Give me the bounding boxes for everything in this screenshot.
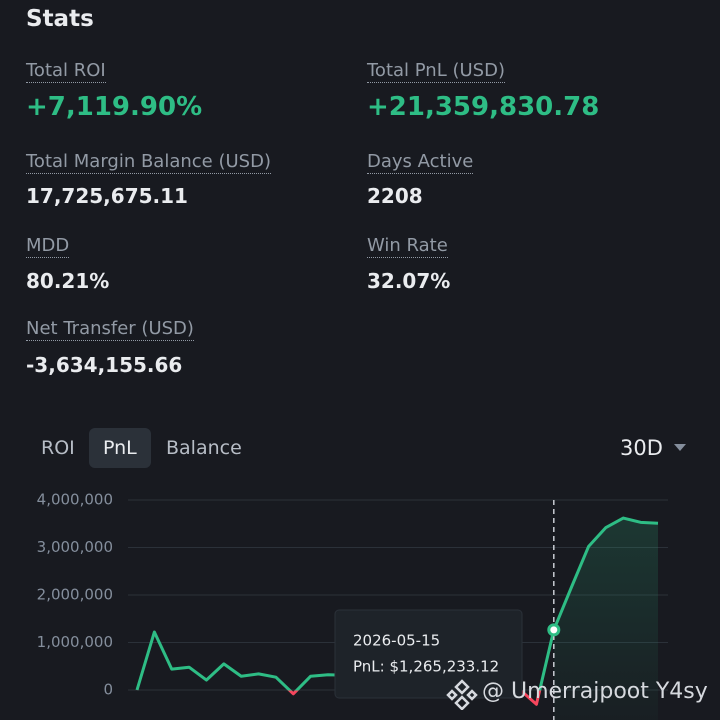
tab-active[interactable]: PnL	[89, 428, 151, 468]
chart: 0 1,000,000 2,000,000 3,000,000 4,000,000 202…	[37, 491, 668, 720]
tooltip-value: PnL: $1,265,233.12	[353, 658, 499, 676]
dropdown-arrow[interactable]	[674, 444, 686, 452]
stat-label[interactable]: Win Rate	[367, 235, 448, 258]
y-tick-label: 0	[103, 681, 113, 699]
stat-label[interactable]: Total ROI	[26, 60, 106, 83]
stat-value: 80.21%	[26, 269, 110, 293]
stat-label[interactable]: Total Margin Balance (USD)	[26, 151, 271, 174]
stat-value: +7,119.90%	[26, 92, 203, 122]
watermark-logo	[446, 679, 478, 710]
watermark: @ Umerrajpoot Y4sy	[482, 679, 708, 704]
stat-value: -3,634,155.66	[26, 353, 183, 377]
tooltip	[334, 609, 523, 699]
stat-label[interactable]: Net Transfer (USD)	[26, 318, 194, 341]
tooltip-date: 2026-05-15	[353, 632, 440, 650]
stat-label[interactable]: MDD	[26, 235, 70, 258]
y-tick-label: 4,000,000	[37, 491, 113, 509]
page-title: Stats	[26, 6, 94, 32]
stat-value: +21,359,830.78	[367, 92, 600, 122]
stat-value: 32.07%	[367, 269, 451, 293]
tab[interactable]: Balance	[166, 437, 242, 459]
stat-value: 2208	[367, 184, 423, 208]
stat-value: 17,725,675.11	[26, 184, 188, 208]
stat-label[interactable]: Days Active	[367, 151, 474, 174]
hover-point	[547, 623, 561, 637]
y-tick-label: 3,000,000	[37, 538, 113, 556]
tab[interactable]: ROI	[41, 437, 75, 459]
y-tick-label: 1,000,000	[37, 633, 113, 651]
period-select[interactable]: 30D	[620, 436, 663, 460]
y-tick-label: 2,000,000	[37, 586, 113, 604]
stat-label[interactable]: Total PnL (USD)	[367, 60, 505, 83]
